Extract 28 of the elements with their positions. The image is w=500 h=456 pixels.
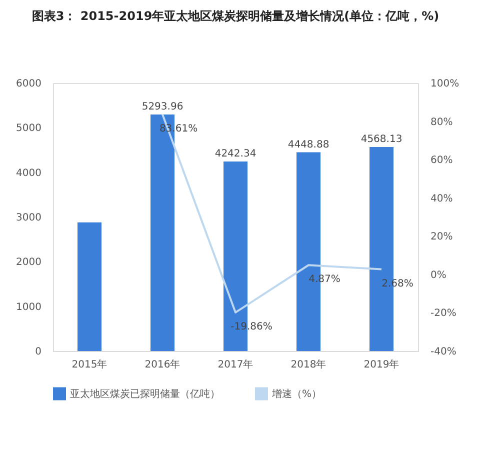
y2-tick-label: -40% — [430, 346, 456, 358]
data-label: 4448.88 — [288, 139, 330, 150]
y-tick-label: 4000 — [16, 168, 42, 179]
x-tick-label: 2018年 — [290, 358, 326, 370]
legend-label: 亚太地区煤炭已探明储量（亿吨） — [70, 388, 220, 400]
x-tick-label: 2019年 — [364, 358, 400, 370]
data-label: 5293.96 — [142, 102, 184, 113]
chart-title: 图表3： 2015-2019年亚太地区煤炭探明储量及增长情况(单位：亿吨，%) — [32, 9, 440, 23]
x-tick-label: 2016年 — [144, 358, 180, 370]
y2-tick-label: -20% — [430, 308, 456, 320]
bar — [78, 222, 102, 351]
y2-tick-label: 100% — [430, 78, 460, 90]
y-tick-label: 3000 — [16, 212, 42, 224]
y2-tick-label: 60% — [430, 155, 453, 166]
y2-tick-label: 80% — [430, 116, 453, 128]
y-tick-label: 2000 — [16, 257, 42, 268]
y2-tick-label: 40% — [430, 193, 453, 204]
data-label: 4568.13 — [360, 134, 402, 145]
y2-tick-label: 0% — [430, 270, 446, 281]
y2-tick-label: 20% — [430, 232, 453, 243]
y-tick-label: 6000 — [16, 78, 42, 90]
y-tick-label: 0 — [35, 346, 42, 358]
y-tick-label: 1000 — [16, 302, 42, 313]
x-tick-label: 2017年 — [218, 358, 254, 370]
y-tick-label: 5000 — [16, 123, 42, 134]
data-label: 4242.34 — [214, 148, 256, 160]
x-tick-label: 2015年 — [72, 358, 108, 370]
legend-label: 增速（%） — [271, 388, 322, 400]
